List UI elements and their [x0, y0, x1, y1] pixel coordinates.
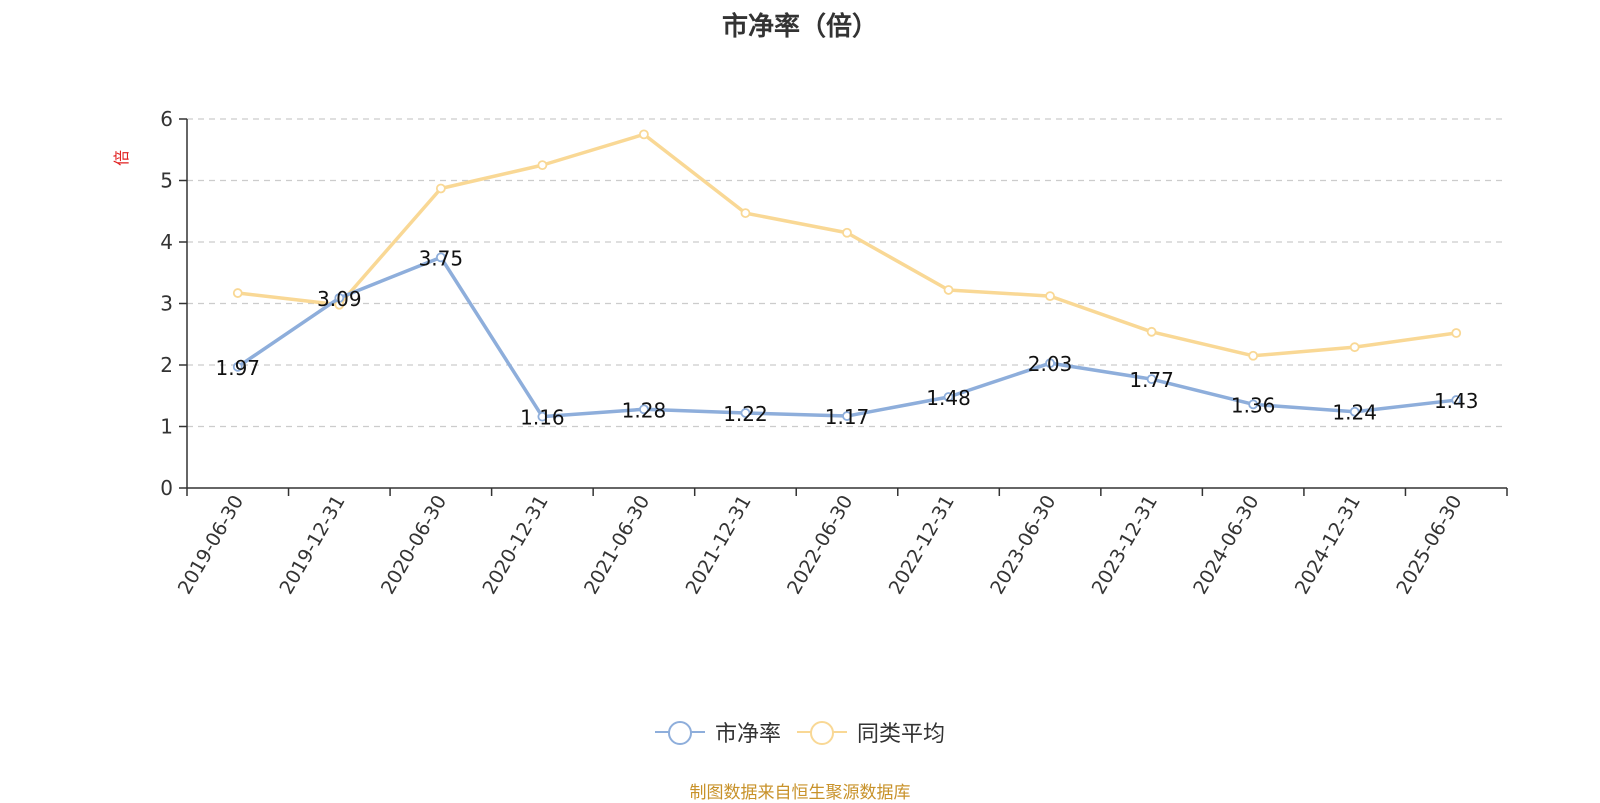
series-lines [232, 129, 1462, 422]
data-point [639, 129, 649, 140]
y-tick-label: 4 [160, 230, 173, 254]
y-tick-label: 6 [160, 107, 173, 131]
x-tick-label: 2022-12-31 [885, 492, 959, 599]
data-label: 1.28 [622, 398, 667, 422]
legend-swatch [654, 720, 705, 745]
data-label: 1.48 [926, 386, 971, 410]
series-line [236, 132, 1458, 358]
legend: 市净率 同类平均 [0, 716, 1600, 750]
data-point [740, 408, 751, 418]
data-point [435, 252, 446, 263]
legend-label: 市净率 [714, 722, 781, 747]
y-tick-label: 5 [160, 169, 173, 193]
data-point [1146, 326, 1157, 337]
x-tick-label: 2021-06-30 [580, 492, 654, 599]
x-tick-label: 2023-06-30 [986, 492, 1060, 599]
data-label: 1.36 [1231, 393, 1276, 417]
data-point [943, 285, 954, 295]
data-point [1451, 395, 1462, 405]
data-point [537, 160, 548, 171]
y-tick-label: 3 [160, 292, 173, 316]
data-point [740, 208, 751, 218]
data-point [1248, 399, 1259, 410]
x-tick-label: 2023-12-31 [1088, 492, 1162, 599]
data-label: 1.77 [1129, 368, 1174, 392]
y-axis-label: 倍 [112, 150, 131, 166]
x-tick-label: 2019-06-30 [174, 492, 248, 599]
data-point [842, 411, 852, 421]
data-point [232, 288, 243, 298]
data-point [1146, 374, 1157, 385]
data-label: 1.43 [1434, 389, 1479, 413]
data-label: 1.22 [723, 402, 768, 426]
data-label: 1.24 [1332, 401, 1377, 425]
data-point [334, 293, 345, 303]
x-tick-label: 2020-12-31 [478, 492, 552, 599]
data-point [1451, 328, 1462, 338]
data-label: 2.03 [1028, 352, 1073, 376]
data-point [1045, 358, 1055, 369]
data-point [232, 361, 243, 372]
data-point [1045, 291, 1055, 302]
chart-title: 市净率（倍） [721, 12, 878, 42]
data-label: 3.75 [419, 246, 464, 270]
y-tick-label: 1 [160, 415, 173, 439]
x-tick-label: 2020-06-30 [377, 492, 451, 599]
x-tick-label: 2024-12-31 [1291, 492, 1365, 599]
source-note: 制图数据来自恒生聚源数据库 [689, 783, 911, 803]
grid-lines [187, 118, 1507, 428]
data-point [1248, 350, 1259, 361]
y-tick-label: 2 [160, 353, 173, 377]
data-point [842, 227, 852, 238]
legend-item[interactable]: 同类平均 [797, 716, 945, 748]
legend-swatch [797, 720, 847, 745]
legend-item[interactable]: 市净率 [654, 716, 781, 748]
x-tick-label: 2019-12-31 [275, 492, 349, 599]
data-point [1349, 406, 1360, 417]
data-label: 1.97 [216, 356, 261, 380]
x-tick-label: 2021-12-31 [682, 492, 756, 599]
data-point [435, 183, 446, 194]
x-tick-label: 2025-06-30 [1392, 492, 1466, 599]
data-labels: 1.97 3.09 3.75 1.16 1.28 1.22 1.17 1.48 2.03 1.77… [216, 246, 1479, 429]
data-point [1349, 342, 1360, 353]
data-point [943, 392, 954, 402]
data-label: 1.16 [520, 406, 565, 430]
data-label: 1.17 [825, 405, 870, 429]
x-tick-label: 2022-06-30 [783, 492, 857, 599]
data-point [537, 411, 548, 422]
data-point [639, 404, 649, 415]
x-tick-label: 2024-06-30 [1189, 492, 1263, 599]
data-label: 3.09 [317, 287, 362, 311]
y-tick-label: 0 [160, 476, 173, 500]
legend-label: 同类平均 [857, 722, 946, 747]
